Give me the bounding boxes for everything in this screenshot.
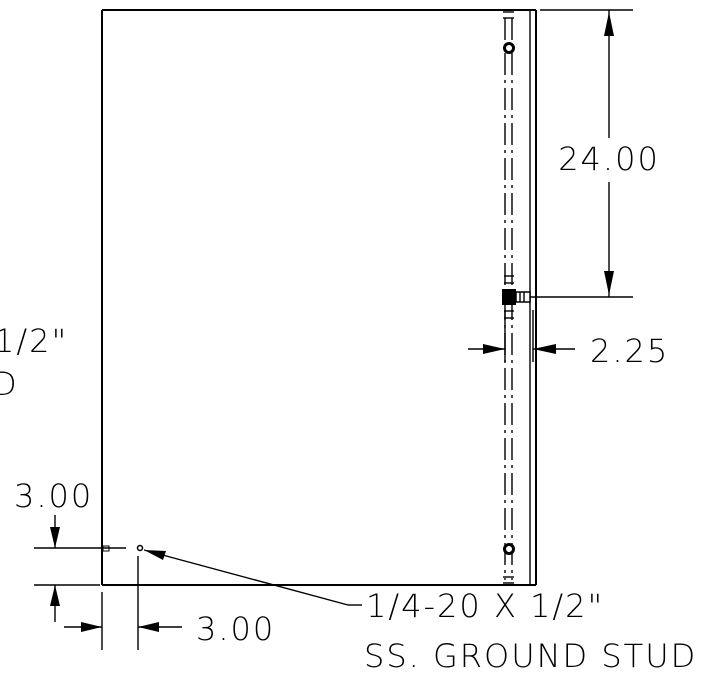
stud-from-bottom-label: 3.00: [14, 477, 93, 515]
top-hinge-bolt: [503, 42, 515, 54]
left-partial-callout-line1: 1/2": [0, 322, 68, 360]
hinge-spacing-label: 24.00: [558, 140, 660, 178]
dimension-hinge-offset: 2.25: [468, 310, 669, 370]
hinge-offset-label: 2.25: [590, 332, 669, 370]
stud-leader: [143, 549, 362, 606]
left-partial-callout-line2: D: [0, 365, 19, 403]
dimension-hinge-spacing: 24.00: [530, 9, 660, 298]
stud-callout-line1: 1/4-20 X 1/2": [366, 587, 604, 625]
stud-from-side-label: 3.00: [196, 610, 275, 648]
bottom-hinge-bolt: [503, 543, 515, 555]
dimension-stud-from-bottom: 3.00: [14, 477, 126, 622]
dimension-stud-from-side: 3.00: [64, 556, 275, 650]
stud-callout-line2: SS. GROUND STUD: [364, 637, 697, 675]
door-latch: [502, 275, 531, 319]
door-panel: [101, 9, 537, 586]
